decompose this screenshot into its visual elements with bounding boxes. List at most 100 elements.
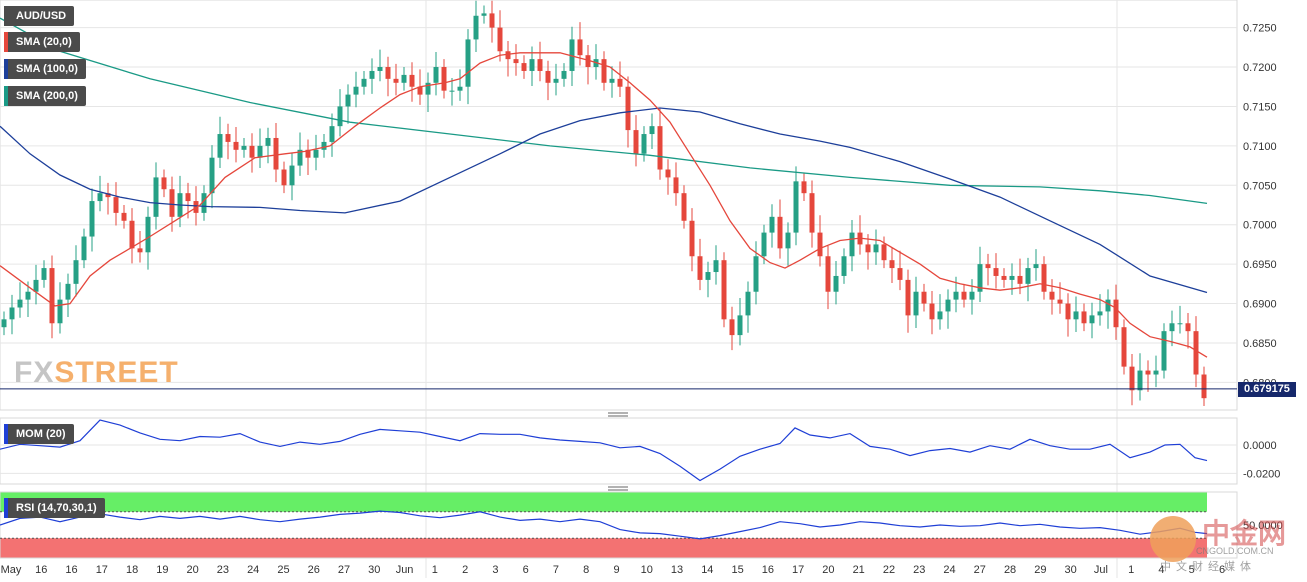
candle-body bbox=[905, 279, 911, 316]
mom-line bbox=[0, 419, 1208, 482]
price-tick-label: 0.7100 bbox=[1243, 141, 1277, 153]
candle-body bbox=[121, 212, 127, 221]
candle-body bbox=[313, 149, 319, 158]
x-tick-label: 20 bbox=[187, 564, 199, 576]
candle-body bbox=[433, 67, 439, 83]
candle-body bbox=[809, 193, 815, 233]
legend-mom[interactable]: MOM (20) bbox=[4, 424, 74, 444]
candle-body bbox=[137, 248, 143, 253]
candle-body bbox=[361, 78, 367, 87]
candle-body bbox=[305, 149, 311, 158]
candle-body bbox=[401, 74, 407, 83]
x-tick-label: 1 bbox=[432, 564, 438, 576]
candle-body bbox=[1161, 331, 1167, 371]
candle-body bbox=[833, 275, 839, 292]
candle-body bbox=[209, 157, 215, 194]
x-tick-label: 21 bbox=[853, 564, 865, 576]
candle-body bbox=[1001, 275, 1007, 280]
legend-symbol-swatch bbox=[4, 6, 8, 26]
candle-body bbox=[537, 59, 543, 71]
candle-body bbox=[705, 272, 711, 280]
x-tick-label: 26 bbox=[308, 564, 320, 576]
candle-body bbox=[41, 268, 47, 280]
x-tick-label: 24 bbox=[943, 564, 955, 576]
candle-body bbox=[33, 279, 39, 292]
x-tick-label: 16 bbox=[762, 564, 774, 576]
fxstreet-logo: FXSTREET bbox=[14, 356, 179, 390]
x-tick-label: 6 bbox=[1219, 564, 1225, 576]
legend-sma200[interactable]: SMA (200,0) bbox=[4, 86, 86, 106]
candle-body bbox=[249, 145, 255, 158]
candle-body bbox=[681, 193, 687, 221]
candle-body bbox=[769, 216, 775, 233]
candle-body bbox=[337, 106, 343, 127]
price-sma-lines bbox=[0, 17, 1237, 390]
candle-body bbox=[977, 264, 983, 292]
watermark-subtitle: 中文财经媒体 bbox=[1160, 560, 1256, 573]
cngold-logo-icon bbox=[1150, 516, 1196, 562]
price-tick-label: 0.7150 bbox=[1243, 101, 1277, 113]
x-tick-label: 16 bbox=[35, 564, 47, 576]
legend-symbol-label: AUD/USD bbox=[16, 10, 67, 22]
panel-dividers[interactable] bbox=[608, 412, 628, 491]
candle-body bbox=[297, 149, 303, 166]
legend-sma100[interactable]: SMA (100,0) bbox=[4, 59, 86, 79]
price-candles bbox=[1, 0, 1207, 407]
x-tick-label: 9 bbox=[613, 564, 619, 576]
candle-body bbox=[1145, 370, 1151, 375]
x-tick-label: 6 bbox=[523, 564, 529, 576]
logo-fx: FX bbox=[14, 356, 55, 389]
sma20-line bbox=[0, 52, 1208, 358]
price-panel-frame bbox=[0, 0, 1238, 411]
legend-mom-label: MOM (20) bbox=[16, 428, 66, 440]
candle-body bbox=[577, 39, 583, 56]
rsi-tick-label: 50.0000 bbox=[1243, 520, 1283, 532]
candle-body bbox=[969, 291, 975, 300]
watermark-url: CNGOLD.COM.CN bbox=[1196, 546, 1274, 556]
price-tick-label: 0.7050 bbox=[1243, 180, 1277, 192]
x-tick-label: 8 bbox=[583, 564, 589, 576]
x-tick-label: 1 bbox=[1128, 564, 1134, 576]
candle-body bbox=[913, 291, 919, 316]
candle-body bbox=[697, 256, 703, 280]
candle-body bbox=[753, 256, 759, 292]
candle-body bbox=[721, 260, 727, 320]
candle-body bbox=[641, 134, 647, 154]
x-tick-label: 19 bbox=[156, 564, 168, 576]
x-tick-label: 23 bbox=[913, 564, 925, 576]
x-tick-label: 17 bbox=[792, 564, 804, 576]
x-tick-label: 5 bbox=[1189, 564, 1195, 576]
legend-sma200-swatch bbox=[4, 86, 8, 106]
legend-sma100-label: SMA (100,0) bbox=[16, 63, 78, 75]
candle-body bbox=[737, 315, 743, 336]
candle-body bbox=[273, 137, 279, 170]
candle-body bbox=[529, 59, 535, 71]
candle-body bbox=[97, 193, 103, 202]
candle-body bbox=[873, 244, 879, 253]
x-tick-label: 30 bbox=[368, 564, 380, 576]
candle-body bbox=[801, 181, 807, 194]
candle-body bbox=[553, 78, 559, 83]
candle-body bbox=[521, 63, 527, 71]
legend-rsi[interactable]: RSI (14,70,30,1) bbox=[4, 498, 105, 518]
candle-body bbox=[113, 197, 119, 213]
candle-body bbox=[841, 256, 847, 276]
x-tick-label: 23 bbox=[217, 564, 229, 576]
x-tick-label: 4 bbox=[1158, 564, 1164, 576]
price-tick-label: 0.7000 bbox=[1243, 220, 1277, 232]
candle-body bbox=[1153, 370, 1159, 375]
candle-body bbox=[945, 299, 951, 312]
x-tick-label: 17 bbox=[96, 564, 108, 576]
candle-body bbox=[233, 141, 239, 150]
candle-body bbox=[865, 244, 871, 253]
candle-body bbox=[1009, 275, 1015, 280]
legend-sma20[interactable]: SMA (20,0) bbox=[4, 32, 80, 52]
rsi-panel-frame bbox=[0, 491, 1238, 559]
candle-body bbox=[505, 51, 511, 60]
legend-rsi-swatch bbox=[4, 498, 8, 518]
candle-body bbox=[1049, 291, 1055, 300]
price-tick-label: 0.7200 bbox=[1243, 62, 1277, 74]
candle-body bbox=[1073, 311, 1079, 320]
candle-body bbox=[513, 59, 519, 64]
candle-body bbox=[497, 27, 503, 52]
